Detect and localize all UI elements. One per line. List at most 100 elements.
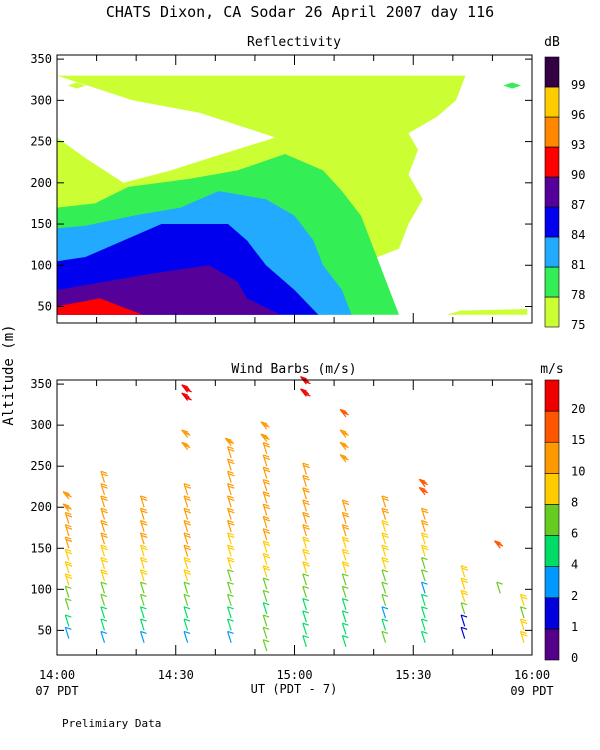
wind-barb: [381, 544, 389, 557]
wind-barb: [339, 408, 349, 418]
wind-barb: [139, 520, 148, 533]
refl-colorbar-swatch: [544, 176, 560, 208]
wind-barb: [62, 491, 72, 500]
wind-barb: [139, 495, 148, 508]
wind-barb: [381, 618, 389, 631]
wind-barb: [183, 520, 192, 533]
reflectivity-title: Reflectivity: [247, 35, 341, 50]
wind-barb: [260, 433, 270, 442]
wind-barbs-panel: Wind Barbs (m/s) 50 100 150 200 250 300 350 0 1…: [30, 362, 585, 665]
wind-ytick-label: 150: [30, 541, 52, 555]
wind-barb: [262, 454, 271, 467]
wind-barb: [420, 507, 429, 520]
wind-barb: [420, 606, 428, 619]
wind-barb: [341, 536, 350, 549]
wind-barb: [100, 630, 108, 643]
refl-colorbar-swatch: [544, 296, 560, 328]
wind-barb: [302, 561, 310, 574]
wind-barb: [262, 602, 270, 615]
wind-barb: [227, 630, 234, 643]
wind-barb: [262, 639, 270, 652]
wind-barb: [183, 569, 192, 582]
wind-colorbar-label: 0: [571, 651, 578, 665]
wind-barb: [341, 573, 349, 586]
refl-colorbar-swatch: [544, 146, 560, 178]
wind-barb: [100, 581, 108, 594]
wind-barb: [302, 548, 310, 561]
wind-colorbar-label: 4: [571, 558, 578, 572]
wind-barb: [341, 524, 350, 537]
wind-barb: [183, 483, 192, 496]
wind-barb: [181, 441, 191, 451]
wind-ytick-label: 300: [30, 418, 52, 432]
wind-barb: [183, 556, 192, 569]
wind-barb: [183, 544, 192, 557]
x-tick-label: 16:00: [514, 668, 550, 682]
wind-barb: [64, 614, 72, 627]
wind-barb: [64, 511, 73, 524]
wind-barb: [420, 544, 429, 557]
wind-barb: [381, 569, 389, 582]
wind-barb: [302, 524, 310, 537]
refl-ytick-label: 250: [30, 135, 52, 149]
wind-barb: [302, 474, 310, 487]
refl-colorbar-label: 87: [571, 198, 585, 212]
wind-barb: [381, 495, 389, 508]
wind-barb: [139, 606, 147, 619]
wind-barb: [381, 532, 389, 545]
wind-barbs: [62, 376, 528, 652]
wind-colorbar-swatch: [544, 410, 560, 443]
wind-barb: [460, 602, 468, 615]
wind-barbs-axes: 50 100 150 200 250 300 350: [30, 377, 533, 655]
wind-ytick-label: 100: [30, 582, 52, 596]
wind-colorbar-label: 2: [571, 589, 578, 603]
wind-barb: [420, 630, 428, 643]
refl-ytick-label: 200: [30, 176, 52, 190]
refl-ytick-label: 350: [30, 52, 52, 66]
wind-barb: [100, 495, 108, 508]
x-right-sublabel: 09 PDT: [510, 684, 553, 698]
wind-barb: [183, 581, 191, 594]
wind-barb: [227, 569, 234, 582]
wind-barb: [418, 478, 429, 488]
wind-barb: [381, 593, 389, 606]
wind-barb: [227, 495, 235, 508]
wind-barb: [341, 511, 350, 524]
wind-barb: [300, 388, 311, 397]
reflectivity-colorbar-title: dB: [544, 35, 560, 50]
wind-barb: [262, 552, 271, 565]
wind-barb: [341, 610, 349, 623]
wind-barbs-frame: [56, 379, 533, 656]
wind-barb: [100, 556, 108, 569]
wind-barb: [262, 589, 270, 602]
wind-barb: [519, 606, 527, 619]
wind-barb: [420, 581, 428, 594]
refl-ytick-label: 50: [38, 300, 52, 314]
wind-barb: [64, 598, 72, 611]
refl-ytick-label: 100: [30, 258, 52, 272]
wind-barb: [139, 593, 147, 606]
wind-barb: [64, 524, 73, 537]
wind-barb: [302, 511, 310, 524]
wind-barb: [139, 507, 148, 520]
wind-barb: [227, 532, 235, 545]
wind-barb: [227, 483, 235, 496]
refl-colorbar-swatch: [544, 116, 560, 148]
x-left-sublabel: 07 PDT: [35, 684, 78, 698]
wind-barb: [262, 540, 271, 553]
wind-barb: [460, 614, 468, 627]
refl-colorbar-label: 96: [571, 108, 585, 122]
wind-barb: [183, 593, 191, 606]
wind-barb: [100, 618, 108, 631]
wind-colorbar-swatch: [544, 504, 560, 536]
reflectivity-panel: Reflectivity 50 100 150 200 250 300 350 75 78 81…: [30, 35, 585, 332]
contour-90db: [57, 298, 143, 315]
refl-colorbar-label: 93: [571, 138, 585, 152]
wind-barb: [339, 454, 349, 463]
wind-barb: [227, 470, 235, 483]
wind-barb: [262, 478, 271, 492]
refl-colorbar-swatch: [544, 236, 560, 268]
x-tick-label: 15:30: [395, 668, 431, 682]
refl-colorbar-label: 99: [571, 78, 585, 92]
